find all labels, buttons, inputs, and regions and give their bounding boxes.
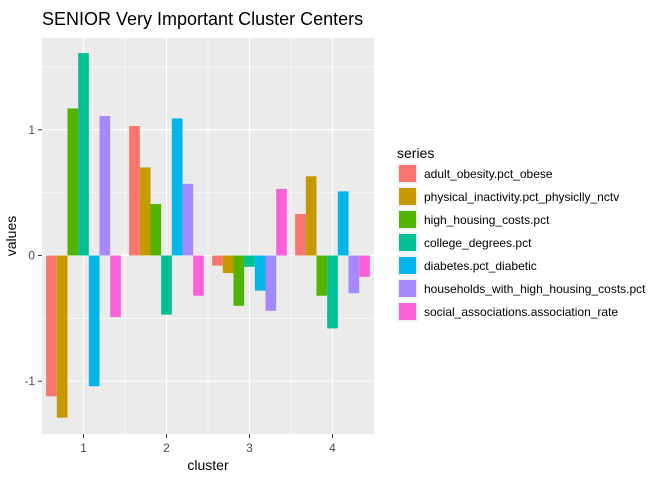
- legend-label: households_with_high_housing_costs.pct: [424, 282, 646, 296]
- bar: [233, 255, 245, 306]
- bar: [305, 176, 317, 256]
- bar: [295, 214, 306, 256]
- y-axis-label: values: [3, 216, 19, 256]
- bar: [222, 255, 234, 274]
- legend-swatch: [399, 188, 416, 205]
- legend-label: physical_inactivity.pct_physiclly_nctv: [424, 190, 619, 204]
- bar: [359, 255, 370, 277]
- x-axis-label: cluster: [187, 457, 229, 473]
- legend-swatch: [399, 280, 416, 297]
- legend-swatch: [399, 234, 416, 251]
- x-tick-label: 4: [329, 441, 336, 455]
- bars: [46, 53, 370, 418]
- y-tick-label: 0: [28, 248, 35, 262]
- bar: [265, 255, 277, 311]
- bar: [182, 183, 194, 256]
- bar: [129, 126, 140, 256]
- x-tick-label: 1: [80, 441, 87, 455]
- bar: [139, 167, 151, 256]
- y-tick-label: -1: [24, 374, 35, 388]
- bar: [110, 255, 121, 318]
- legend-swatch: [399, 303, 416, 320]
- y-tick-label: 1: [28, 123, 35, 137]
- x-tick-label: 3: [246, 441, 253, 455]
- legend-swatch: [399, 211, 416, 228]
- bar: [171, 118, 183, 256]
- legend-title: series: [397, 145, 434, 161]
- bar: [193, 255, 204, 296]
- bar: [348, 255, 360, 294]
- bar: [276, 188, 287, 256]
- bar: [244, 255, 255, 267]
- bar: [46, 255, 57, 397]
- bar: [316, 255, 328, 296]
- legend-swatch: [399, 165, 416, 182]
- legend-label: adult_obesity.pct_obese: [424, 167, 553, 181]
- x-tick-label: 2: [163, 441, 170, 455]
- axes: -1 0 1 1 2 3 4: [24, 123, 336, 455]
- legend-label: high_housing_costs.pct: [424, 213, 550, 227]
- legend-label: college_degrees.pct: [424, 236, 532, 250]
- bar: [88, 255, 100, 387]
- legend-label: social_associations.association_rate: [424, 305, 618, 319]
- bar: [212, 255, 223, 266]
- bar: [327, 255, 338, 329]
- bar: [78, 53, 89, 256]
- bar: [99, 115, 111, 256]
- legend: series adult_obesity.pct_obese physical_i…: [397, 145, 646, 322]
- bar: [56, 255, 68, 418]
- bar: [67, 108, 79, 256]
- chart-title: SENIOR Very Important Cluster Centers: [42, 9, 363, 29]
- bar: [254, 255, 266, 291]
- legend-label: diabetes.pct_diabetic: [424, 259, 537, 273]
- bar: [150, 203, 162, 256]
- bar: [337, 191, 349, 256]
- bar: [161, 255, 172, 315]
- legend-swatch: [399, 257, 416, 274]
